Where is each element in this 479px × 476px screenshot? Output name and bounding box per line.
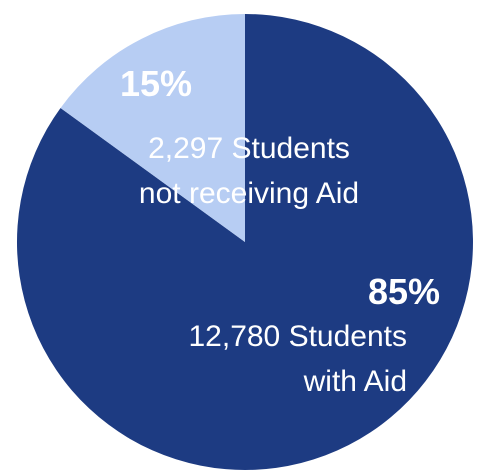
label-not-receiving-aid-line-2: not receiving Aid	[139, 177, 359, 210]
label-with-aid-line-1: 12,780 Students	[188, 320, 407, 353]
percent-label-with-aid: 85%	[368, 271, 440, 312]
label-with-aid-line-2: with Aid	[303, 365, 407, 398]
slice-students-with-aid	[16, 14, 473, 470]
slice-students-not-receiving-aid	[60, 14, 245, 242]
percent-label-not-receiving-aid: 15%	[120, 63, 192, 104]
label-not-receiving-aid-line-1: 2,297 Students	[148, 132, 350, 165]
